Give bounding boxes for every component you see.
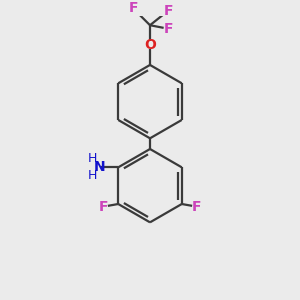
Text: F: F (99, 200, 108, 214)
Text: H: H (88, 169, 98, 182)
Text: F: F (128, 2, 138, 15)
Text: O: O (144, 38, 156, 52)
Text: F: F (164, 4, 173, 18)
Text: F: F (164, 22, 174, 36)
Text: N: N (94, 160, 106, 174)
Text: F: F (192, 200, 201, 214)
Text: H: H (88, 152, 98, 165)
